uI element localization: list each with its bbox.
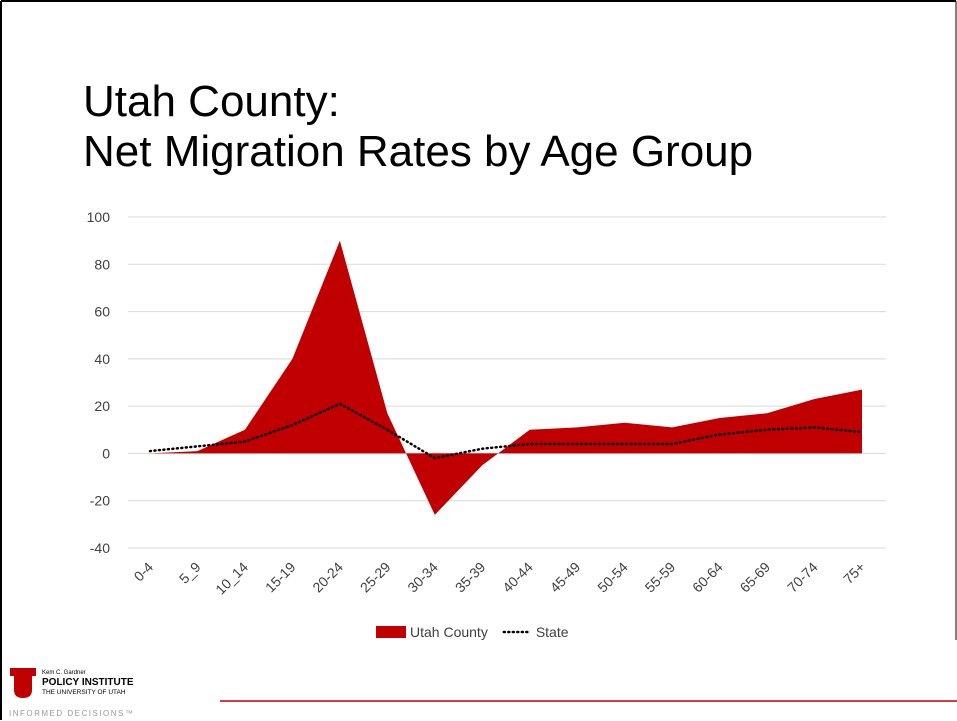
line [148,402,864,460]
logo-mark [10,668,36,698]
y-tick-label: 40 [94,351,110,367]
legend-label: Utah County [410,624,488,640]
x-tick-label: 75+ [840,559,868,587]
title-line: Utah County: [83,77,340,126]
y-tick-label: 60 [94,304,110,320]
y-tick-label: 0 [102,445,110,461]
logo-university: THE UNIVERSITY OF UTAH [42,689,126,696]
y-tick-label: -40 [90,540,110,556]
x-tick-label: 10_14 [212,559,251,598]
y-tick-label: -20 [90,493,110,509]
tagline: INFORMED DECISIONS™ [9,709,134,718]
x-tick-label: 25-29 [357,559,394,596]
x-tick-label: 20-24 [309,559,346,596]
x-tick-label: 35-39 [452,559,489,596]
y-tick-label: 20 [94,398,110,414]
legend-swatch [376,626,406,638]
x-tick-label: 30-34 [404,559,441,596]
x-tick-label: 15-19 [262,559,299,596]
x-tick-label: 60-64 [689,559,726,596]
y-tick-label: 100 [87,209,111,225]
x-tick-label: 65-69 [737,559,774,596]
x-tick-label: 70-74 [784,559,821,596]
x-tick-label: 55-59 [642,559,679,596]
title-line: Net Migration Rates by Age Group [83,127,753,176]
x-tick-label: 50-54 [594,559,631,596]
area [150,240,862,515]
x-tick-label: 0-4 [130,559,156,585]
logo: Kem C. Gardner POLICY INSTITUTE THE UNIV… [9,668,134,718]
logo-kicker: Kem C. Gardner [42,670,86,676]
x-tick-label: 5_9 [176,559,204,587]
x-tick-label: 40-44 [499,559,536,596]
y-tick-label: 80 [94,256,110,272]
legend-label: State [536,624,569,640]
x-tick-label: 45-49 [547,559,584,596]
logo-name: POLICY INSTITUTE [42,677,134,688]
